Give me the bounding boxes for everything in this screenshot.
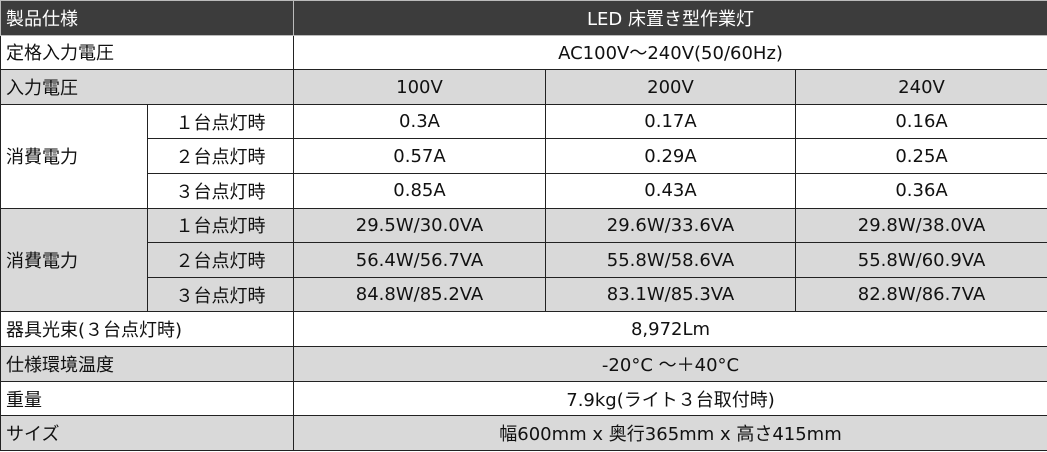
row: 入力電圧 100V 200V 240V bbox=[0, 69, 1047, 105]
row-label: サイズ bbox=[0, 415, 294, 451]
cell: AC100V～240V(50/60Hz) bbox=[292, 34, 1047, 71]
header-title: LED 床置き型作業灯 bbox=[292, 0, 1047, 36]
condition: ２台点灯時 bbox=[147, 138, 294, 175]
group-label: 消費電力 bbox=[0, 103, 148, 209]
cell: 55.8W/58.6VA bbox=[545, 242, 796, 278]
cell: 84.8W/85.2VA bbox=[293, 276, 546, 313]
row: 器具光束(３台点灯時) 8,972Lm bbox=[0, 311, 1047, 348]
cell: 0.43A bbox=[545, 173, 796, 209]
cell: 55.8W/60.9VA bbox=[794, 242, 1047, 278]
header-label: 製品仕様 bbox=[0, 0, 294, 36]
row: ３台点灯時 0.85A 0.43A 0.36A bbox=[1, 173, 1047, 209]
cell: 29.5W/30.0VA bbox=[293, 207, 546, 244]
row: ３台点灯時 84.8W/85.2VA 83.1W/85.3VA 82.8W/86.7V… bbox=[1, 276, 1047, 313]
cell: 29.8W/38.0VA bbox=[794, 207, 1047, 244]
row: 重量 7.9kg(ライト３台取付時) bbox=[0, 380, 1047, 417]
cell: 0.16A bbox=[794, 103, 1047, 140]
cell: 0.57A bbox=[293, 138, 546, 175]
cell: 0.85A bbox=[293, 173, 546, 209]
row: ２台点灯時 56.4W/56.7VA 55.8W/58.6VA 55.8W/60.9V… bbox=[1, 242, 1047, 278]
cell: 56.4W/56.7VA bbox=[293, 242, 546, 278]
cell: 29.6W/33.6VA bbox=[545, 207, 796, 244]
row: 消費電力 １台点灯時 29.5W/30.0VA 29.6W/33.6VA 29.8W/3… bbox=[0, 207, 1047, 313]
cell: 0.36A bbox=[794, 173, 1047, 209]
row-label: 入力電圧 bbox=[0, 69, 294, 105]
cell: 0.29A bbox=[545, 138, 796, 175]
cell: 0.25A bbox=[794, 138, 1047, 175]
cell: 8,972Lm bbox=[292, 311, 1047, 348]
header-row: 製品仕様 LED 床置き型作業灯 bbox=[0, 0, 1047, 36]
row-label: 仕様環境温度 bbox=[0, 346, 294, 382]
condition: ３台点灯時 bbox=[147, 173, 294, 209]
cell: 82.8W/86.7VA bbox=[794, 276, 1047, 313]
row: 定格入力電圧 AC100V～240V(50/60Hz) bbox=[0, 34, 1047, 71]
row-label: 重量 bbox=[0, 380, 294, 417]
condition: ３台点灯時 bbox=[147, 276, 294, 313]
cell: 83.1W/85.3VA bbox=[545, 276, 796, 313]
row: サイズ 幅600mm x 奥行365mm x 高さ415mm bbox=[0, 415, 1047, 451]
cell: 200V bbox=[545, 69, 796, 105]
cell: 100V bbox=[293, 69, 546, 105]
row: ２台点灯時 0.57A 0.29A 0.25A bbox=[1, 138, 1047, 175]
cell: 幅600mm x 奥行365mm x 高さ415mm bbox=[292, 415, 1047, 451]
condition: １台点灯時 bbox=[147, 207, 294, 244]
cell: 7.9kg(ライト３台取付時) bbox=[292, 380, 1047, 417]
cell: 0.17A bbox=[545, 103, 796, 140]
cell: 240V bbox=[794, 69, 1047, 105]
row: 仕様環境温度 -20°C ～＋40°C bbox=[0, 346, 1047, 382]
row: 消費電力 １台点灯時 0.3A 0.17A 0.16A bbox=[0, 103, 1047, 209]
condition: １台点灯時 bbox=[147, 103, 294, 140]
group-label: 消費電力 bbox=[0, 207, 148, 313]
condition: ２台点灯時 bbox=[147, 242, 294, 278]
row-label: 定格入力電圧 bbox=[0, 34, 294, 71]
row-label: 器具光束(３台点灯時) bbox=[0, 311, 294, 348]
cell: -20°C ～＋40°C bbox=[292, 346, 1047, 382]
cell: 0.3A bbox=[293, 103, 546, 140]
